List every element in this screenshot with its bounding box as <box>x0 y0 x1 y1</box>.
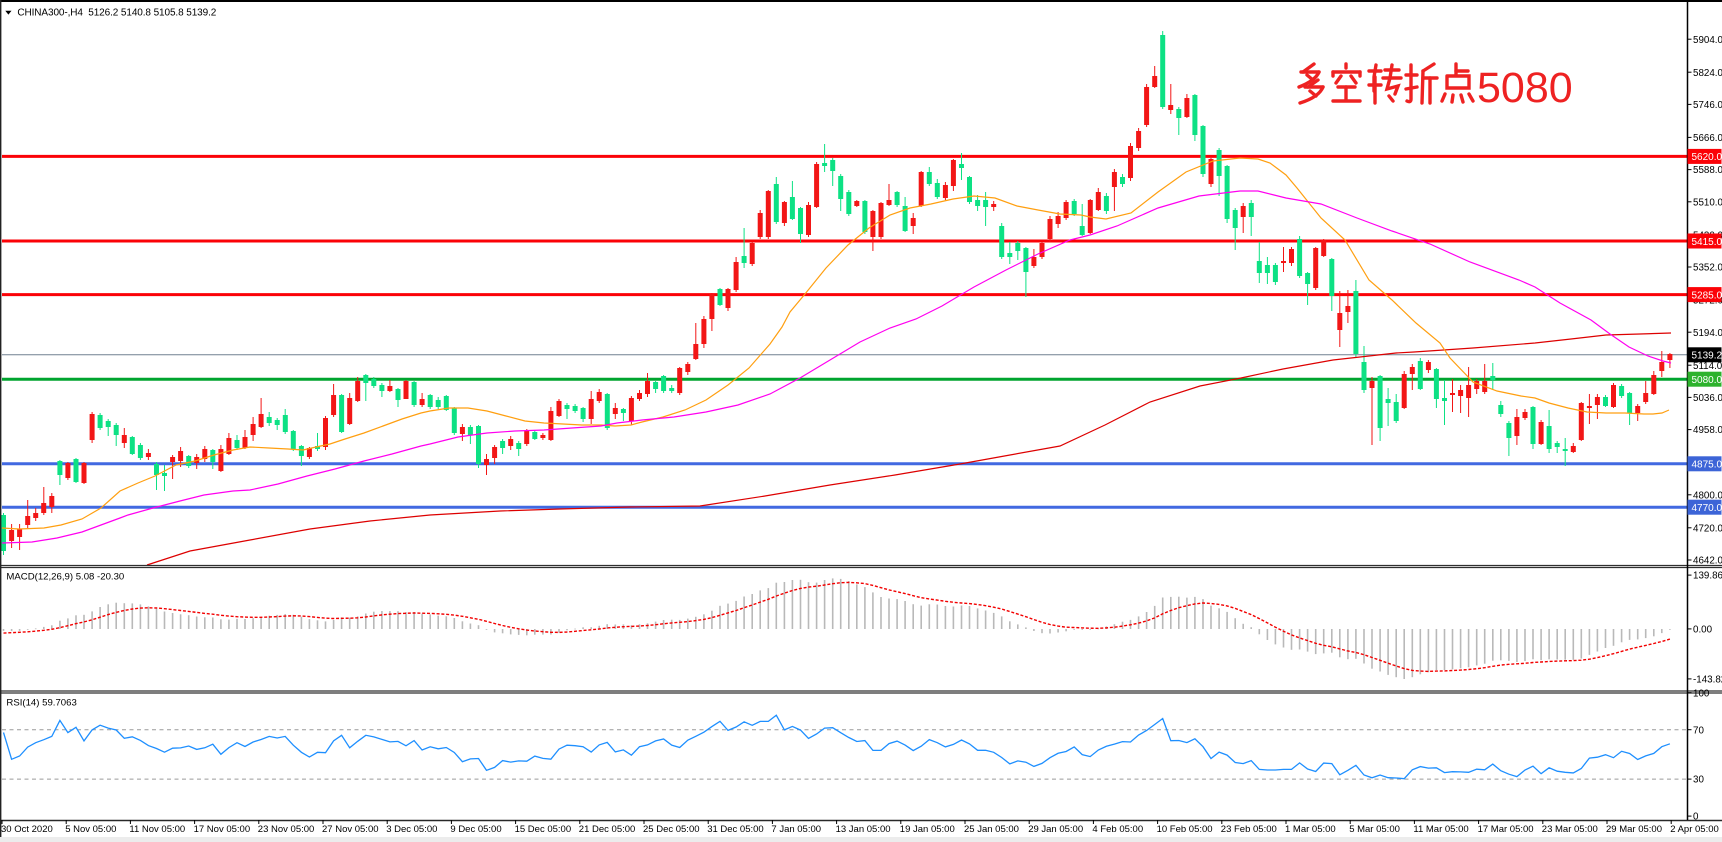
svg-text:21 Dec 05:00: 21 Dec 05:00 <box>579 824 636 835</box>
svg-text:5620.0: 5620.0 <box>1692 152 1722 163</box>
svg-text:5824.0: 5824.0 <box>1693 68 1722 79</box>
svg-text:29 Jan 05:00: 29 Jan 05:00 <box>1028 824 1083 835</box>
svg-text:17 Nov 05:00: 17 Nov 05:00 <box>194 824 251 835</box>
svg-text:5114.0: 5114.0 <box>1693 361 1722 372</box>
svg-text:30 Oct 2020: 30 Oct 2020 <box>1 824 53 835</box>
svg-text:3 Dec 05:00: 3 Dec 05:00 <box>386 824 437 835</box>
svg-text:5080.0: 5080.0 <box>1692 375 1722 386</box>
svg-text:30: 30 <box>1693 775 1704 786</box>
svg-text:5415.0: 5415.0 <box>1692 237 1722 248</box>
svg-text:4770.0: 4770.0 <box>1692 503 1722 514</box>
svg-text:CHINA300-,H4 5126.2 5140.8 51: CHINA300-,H4 5126.2 5140.8 5105.8 5139.2 <box>17 8 216 19</box>
svg-text:139.86: 139.86 <box>1693 571 1722 582</box>
svg-text:23 Feb 05:00: 23 Feb 05:00 <box>1221 824 1277 835</box>
svg-text:5510.0: 5510.0 <box>1693 197 1722 208</box>
svg-text:4 Feb 05:00: 4 Feb 05:00 <box>1092 824 1143 835</box>
svg-text:4642.0: 4642.0 <box>1693 556 1722 567</box>
svg-text:5036.0: 5036.0 <box>1693 393 1722 404</box>
svg-text:25 Dec 05:00: 25 Dec 05:00 <box>643 824 700 835</box>
svg-text:5 Nov 05:00: 5 Nov 05:00 <box>65 824 116 835</box>
svg-text:13 Jan 05:00: 13 Jan 05:00 <box>836 824 891 835</box>
svg-text:4875.0: 4875.0 <box>1692 460 1722 471</box>
svg-text:23 Nov 05:00: 23 Nov 05:00 <box>258 824 315 835</box>
svg-text:4958.0: 4958.0 <box>1693 425 1722 436</box>
svg-text:27 Nov 05:00: 27 Nov 05:00 <box>322 824 379 835</box>
svg-text:11 Nov 05:00: 11 Nov 05:00 <box>129 824 185 835</box>
svg-text:4720.0: 4720.0 <box>1693 523 1722 534</box>
svg-text:5285.0: 5285.0 <box>1692 290 1722 301</box>
svg-text:29 Mar 05:00: 29 Mar 05:00 <box>1606 824 1662 835</box>
svg-text:17 Mar 05:00: 17 Mar 05:00 <box>1478 824 1534 835</box>
svg-text:5194.0: 5194.0 <box>1693 328 1722 339</box>
svg-text:100: 100 <box>1693 688 1710 699</box>
svg-text:19 Jan 05:00: 19 Jan 05:00 <box>900 824 955 835</box>
svg-text:10 Feb 05:00: 10 Feb 05:00 <box>1157 824 1213 835</box>
svg-text:1 Mar 05:00: 1 Mar 05:00 <box>1285 824 1336 835</box>
svg-text:5080: 5080 <box>1477 64 1573 112</box>
svg-text:MACD(12,26,9) 5.08 -20.30: MACD(12,26,9) 5.08 -20.30 <box>6 572 124 583</box>
svg-text:15 Dec 05:00: 15 Dec 05:00 <box>515 824 572 835</box>
svg-text:9 Dec 05:00: 9 Dec 05:00 <box>450 824 501 835</box>
svg-text:70: 70 <box>1693 725 1704 736</box>
svg-text:0: 0 <box>1693 812 1699 823</box>
svg-text:-143.82: -143.82 <box>1693 675 1722 686</box>
svg-text:5666.0: 5666.0 <box>1693 133 1722 144</box>
svg-text:5746.0: 5746.0 <box>1693 100 1722 111</box>
svg-text:5139.2: 5139.2 <box>1692 351 1722 362</box>
svg-text:11 Mar 05:00: 11 Mar 05:00 <box>1413 824 1468 835</box>
svg-text:25 Jan 05:00: 25 Jan 05:00 <box>964 824 1019 835</box>
svg-text:23 Mar 05:00: 23 Mar 05:00 <box>1542 824 1598 835</box>
svg-text:5904.0: 5904.0 <box>1693 35 1722 46</box>
svg-text:7 Jan 05:00: 7 Jan 05:00 <box>771 824 821 835</box>
svg-text:5 Mar 05:00: 5 Mar 05:00 <box>1349 824 1400 835</box>
svg-text:4800.0: 4800.0 <box>1693 490 1722 501</box>
svg-text:31 Dec 05:00: 31 Dec 05:00 <box>707 824 764 835</box>
svg-text:5352.0: 5352.0 <box>1693 263 1722 274</box>
svg-text:2 Apr 05:00: 2 Apr 05:00 <box>1670 824 1719 835</box>
svg-text:RSI(14) 59.7063: RSI(14) 59.7063 <box>6 698 76 709</box>
svg-text:5588.0: 5588.0 <box>1693 165 1722 176</box>
svg-text:0.00: 0.00 <box>1693 625 1713 636</box>
